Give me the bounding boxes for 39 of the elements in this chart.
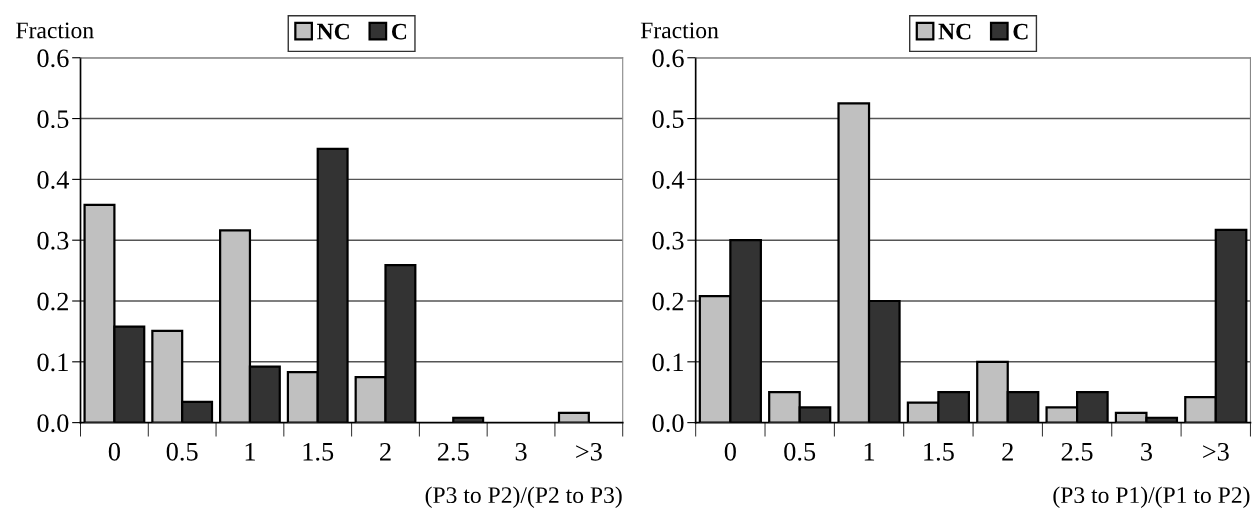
x-tick-label: 1.5 [924, 442, 954, 461]
x-tick-label: 2 [380, 442, 391, 461]
x-tick-label: 3 [1141, 442, 1152, 461]
y-tick-label: 0.3 [652, 231, 684, 250]
x-tick-label: 0 [108, 442, 120, 461]
y-tick-label: 0.5 [37, 110, 69, 129]
x-axis-title: (P3 to P1)/(P1 to P2) [1053, 486, 1250, 508]
y-tick-label: 0.2 [37, 292, 68, 311]
y-tick-label: 0.3 [37, 231, 69, 250]
x-tick-label: 0 [724, 442, 736, 461]
y-tick-label: 0.4 [652, 170, 685, 189]
x-tick-label: 0.5 [166, 442, 198, 461]
x-tick-label: 0.5 [784, 442, 816, 461]
y-tick-label: 0.4 [37, 170, 69, 189]
y-axis-title: Fraction [16, 22, 94, 39]
x-tick-label: 3 [515, 442, 527, 461]
y-tick-label: 0.6 [37, 49, 69, 68]
x-tick-label: >3 [1203, 442, 1229, 461]
x-tick-label: 2 [1002, 442, 1013, 461]
x-tick-label: 2.5 [437, 442, 469, 461]
y-tick-label: 0.1 [37, 353, 68, 372]
y-tick-label: 0.5 [652, 110, 684, 129]
x-tick-label: >3 [576, 442, 602, 461]
y-axis-title: Fraction [640, 22, 719, 39]
y-tick-label: 0.1 [652, 353, 683, 372]
x-tick-label: 1 [245, 442, 255, 461]
y-tick-label: 0.0 [652, 414, 684, 433]
x-tick-label: 1.5 [303, 442, 334, 461]
x-tick-label: 2.5 [1061, 442, 1093, 461]
y-tick-label: 0.0 [37, 414, 69, 433]
y-tick-label: 0.6 [652, 49, 684, 68]
legend-label: C [391, 23, 407, 40]
bar [557, 411, 590, 423]
y-tick-label: 0.2 [652, 292, 684, 311]
legend-label: NC [317, 23, 349, 40]
x-axis-title: (P3 to P2)/(P2 to P3) [425, 486, 622, 508]
legend-label: C [1013, 23, 1028, 40]
legend-label: NC [938, 23, 971, 40]
x-tick-label: 1 [864, 442, 875, 461]
